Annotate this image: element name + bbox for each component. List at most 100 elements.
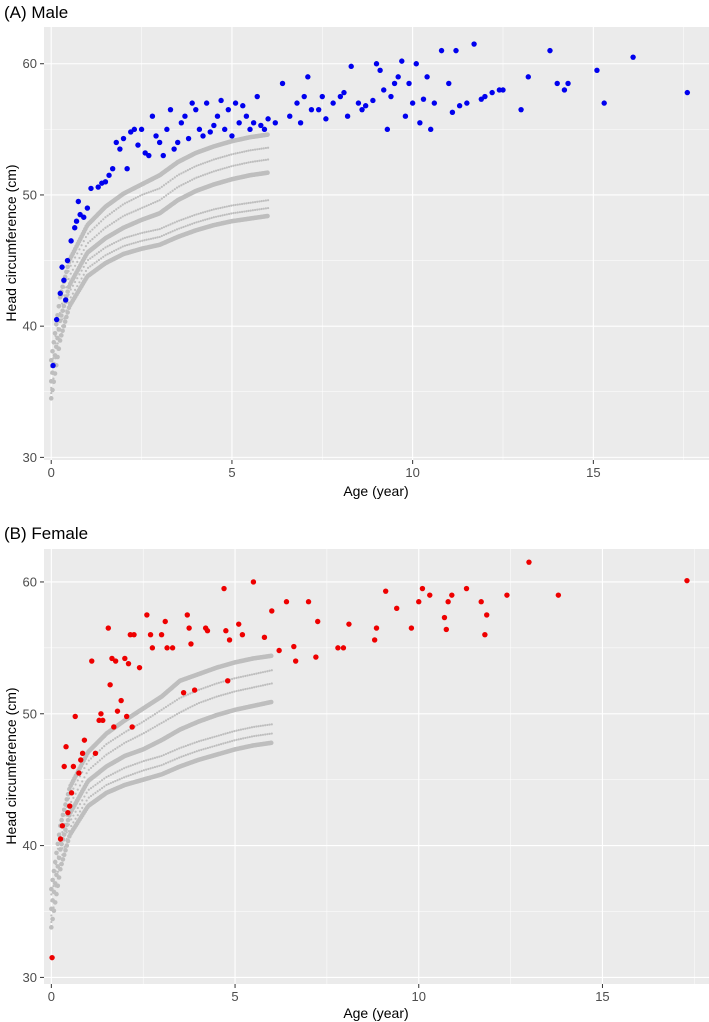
reference-dot	[145, 759, 148, 762]
reference-dot	[250, 686, 254, 689]
reference-dot	[52, 377, 55, 380]
reference-dot	[244, 688, 247, 691]
reference-dot	[214, 157, 218, 160]
reference-dot	[56, 870, 60, 873]
data-point-male	[182, 113, 188, 119]
reference-dot	[139, 207, 142, 210]
reference-dot	[184, 754, 187, 757]
reference-dot	[251, 209, 254, 212]
reference-dot	[140, 769, 143, 773]
reference-dot	[149, 190, 153, 193]
reference-dot	[234, 203, 237, 207]
reference-dot	[95, 252, 98, 255]
reference-dot	[156, 711, 159, 714]
reference-dot	[193, 221, 196, 225]
reference-dot	[180, 696, 183, 699]
reference-dot	[258, 208, 261, 211]
reference-dot	[60, 857, 66, 862]
reference-dot	[169, 760, 172, 763]
reference-dot	[167, 180, 170, 184]
data-point-male	[684, 89, 691, 96]
data-point-male	[359, 106, 365, 113]
data-point-male	[59, 264, 65, 270]
panel-title-female: (B) Female	[4, 524, 88, 543]
reference-dot	[238, 211, 241, 214]
data-point-male	[164, 126, 170, 133]
data-point-male	[399, 58, 405, 64]
reference-dot	[264, 146, 268, 150]
reference-dot	[266, 733, 269, 736]
reference-dot	[171, 715, 174, 718]
reference-dot	[60, 812, 66, 818]
reference-dot	[136, 195, 140, 198]
reference-dot	[149, 229, 153, 233]
data-point-male	[156, 139, 163, 146]
reference-dot	[226, 692, 229, 695]
reference-dot	[132, 234, 135, 237]
reference-dot	[59, 817, 64, 823]
reference-dot	[76, 779, 79, 782]
reference-dot	[127, 774, 130, 777]
data-point-male	[630, 54, 636, 60]
reference-dot	[109, 773, 112, 776]
reference-dot	[201, 211, 205, 214]
reference-dot	[56, 855, 60, 858]
reference-dot	[255, 734, 258, 737]
data-point-female	[188, 641, 194, 647]
data-point-male	[200, 133, 206, 139]
reference-dot	[141, 239, 144, 242]
reference-curve-p50-male	[48, 170, 270, 384]
reference-dot	[162, 226, 166, 229]
reference-dot	[65, 289, 70, 294]
reference-dot	[149, 715, 152, 719]
data-point-male	[73, 218, 80, 224]
reference-dot	[261, 733, 265, 736]
data-point-male	[500, 87, 506, 93]
data-point-female	[340, 645, 347, 651]
reference-dot	[240, 210, 244, 213]
reference-dot	[51, 339, 57, 345]
reference-dot	[215, 682, 218, 685]
reference-dot	[92, 755, 95, 758]
data-point-female	[125, 660, 132, 667]
data-point-female	[478, 599, 484, 605]
y-tick-label-male: 60	[23, 56, 37, 71]
reference-dot	[217, 681, 220, 684]
reference-dot	[108, 223, 111, 227]
reference-dot	[97, 251, 101, 254]
reference-dot	[64, 269, 69, 275]
reference-dot	[182, 745, 185, 748]
reference-dot	[139, 194, 142, 197]
reference-dot	[140, 721, 143, 724]
reference-dot	[227, 154, 231, 157]
data-point-female	[191, 687, 198, 693]
reference-dot	[197, 212, 200, 215]
reference-dot	[76, 252, 79, 255]
reference-dot	[193, 741, 196, 744]
reference-dot	[100, 230, 103, 233]
data-point-female	[408, 625, 415, 631]
reference-dot	[191, 705, 194, 708]
reference-dot	[56, 832, 62, 838]
reference-dot	[96, 790, 99, 793]
reference-dot	[78, 810, 82, 813]
reference-dot	[232, 164, 235, 167]
reference-dot	[105, 783, 108, 787]
reference-dot	[184, 694, 187, 697]
reference-dot	[130, 199, 133, 202]
reference-dot	[145, 230, 148, 233]
reference-dot	[136, 762, 139, 765]
reference-dot	[76, 277, 79, 280]
reference-dot	[83, 795, 86, 798]
reference-dot	[73, 256, 77, 259]
reference-dot	[215, 744, 218, 747]
reference-dot	[233, 730, 236, 733]
reference-dot	[173, 229, 176, 232]
reference-dot	[253, 200, 257, 204]
reference-dot	[111, 781, 115, 784]
reference-dot	[85, 772, 88, 775]
data-point-female	[283, 599, 290, 605]
reference-dot	[227, 212, 231, 216]
reference-dot	[248, 687, 251, 690]
